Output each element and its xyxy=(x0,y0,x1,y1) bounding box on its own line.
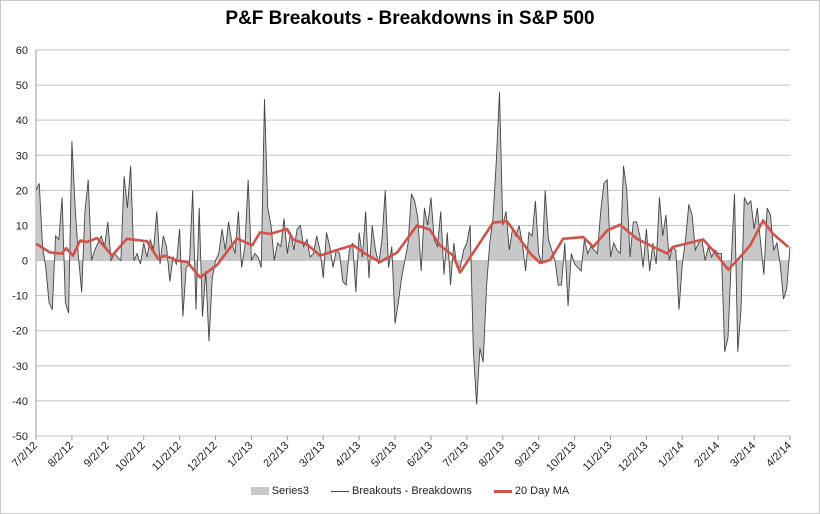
x-tick-label: 12/2/12 xyxy=(185,440,219,474)
ma-20day-line xyxy=(35,219,790,279)
y-tick-label: 50 xyxy=(16,80,28,92)
legend-swatch-ma xyxy=(493,489,512,493)
legend-item-ma: 20 Day MA xyxy=(493,485,570,497)
y-tick-label: 30 xyxy=(16,150,28,162)
y-tick-label: -10 xyxy=(12,291,28,303)
y-tick-label: -50 xyxy=(12,431,28,443)
breakouts-breakdowns-line xyxy=(35,92,791,405)
legend-label: 20 Day MA xyxy=(514,485,570,497)
x-tick-label: 1/2/14 xyxy=(656,440,686,470)
x-tick-label: 9/2/13 xyxy=(513,440,543,470)
x-tick-label: 1/2/13 xyxy=(225,440,255,470)
chart-title: P&F Breakouts - Breakdowns in S&P 500 xyxy=(225,8,595,29)
x-tick-label: 4/2/13 xyxy=(333,440,363,470)
y-tick-label: 40 xyxy=(16,115,28,127)
x-tick-label: 3/2/14 xyxy=(728,440,758,470)
legend: Series3 Breakouts - Breakdowns 20 Day MA xyxy=(0,485,820,497)
y-tick-label: 0 xyxy=(22,256,28,268)
x-tick-label: 8/2/12 xyxy=(46,440,76,470)
x-tick-label: 12/2/13 xyxy=(616,440,650,474)
series3-area xyxy=(36,92,790,405)
y-tick-label: -30 xyxy=(12,361,28,373)
x-tick-label: 4/2/14 xyxy=(764,440,794,470)
x-tick-label: 10/2/13 xyxy=(544,440,578,474)
legend-swatch-line xyxy=(331,490,350,492)
x-tick-label: 6/2/13 xyxy=(405,440,435,470)
x-tick-label: 2/2/13 xyxy=(261,440,291,470)
legend-item-series3: Series3 xyxy=(250,485,310,497)
x-tick-label: 8/2/13 xyxy=(477,440,507,470)
y-tick-label: 10 xyxy=(16,220,28,232)
legend-label: Breakouts - Breakdowns xyxy=(352,485,472,497)
x-tick-label: 5/2/13 xyxy=(369,440,399,470)
x-tick-label: 3/2/13 xyxy=(297,440,327,470)
y-tick-label: -20 xyxy=(12,326,28,338)
legend-swatch-area xyxy=(250,487,269,495)
y-tick-label: 60 xyxy=(16,45,28,57)
legend-item-breakouts: Breakouts - Breakdowns xyxy=(331,485,472,497)
x-tick-label: 7/2/12 xyxy=(10,440,40,470)
x-tick-label: 7/2/13 xyxy=(441,440,471,470)
x-tick-label: 2/2/14 xyxy=(692,440,722,470)
legend-label: Series3 xyxy=(271,485,310,497)
y-tick-label: 20 xyxy=(16,185,28,197)
x-tick-label: 11/2/12 xyxy=(150,440,184,474)
x-tick-label: 10/2/12 xyxy=(113,440,147,474)
x-tick-label: 9/2/12 xyxy=(82,440,112,470)
y-tick-label: -40 xyxy=(12,396,28,408)
x-tick-label: 11/2/13 xyxy=(581,440,615,474)
